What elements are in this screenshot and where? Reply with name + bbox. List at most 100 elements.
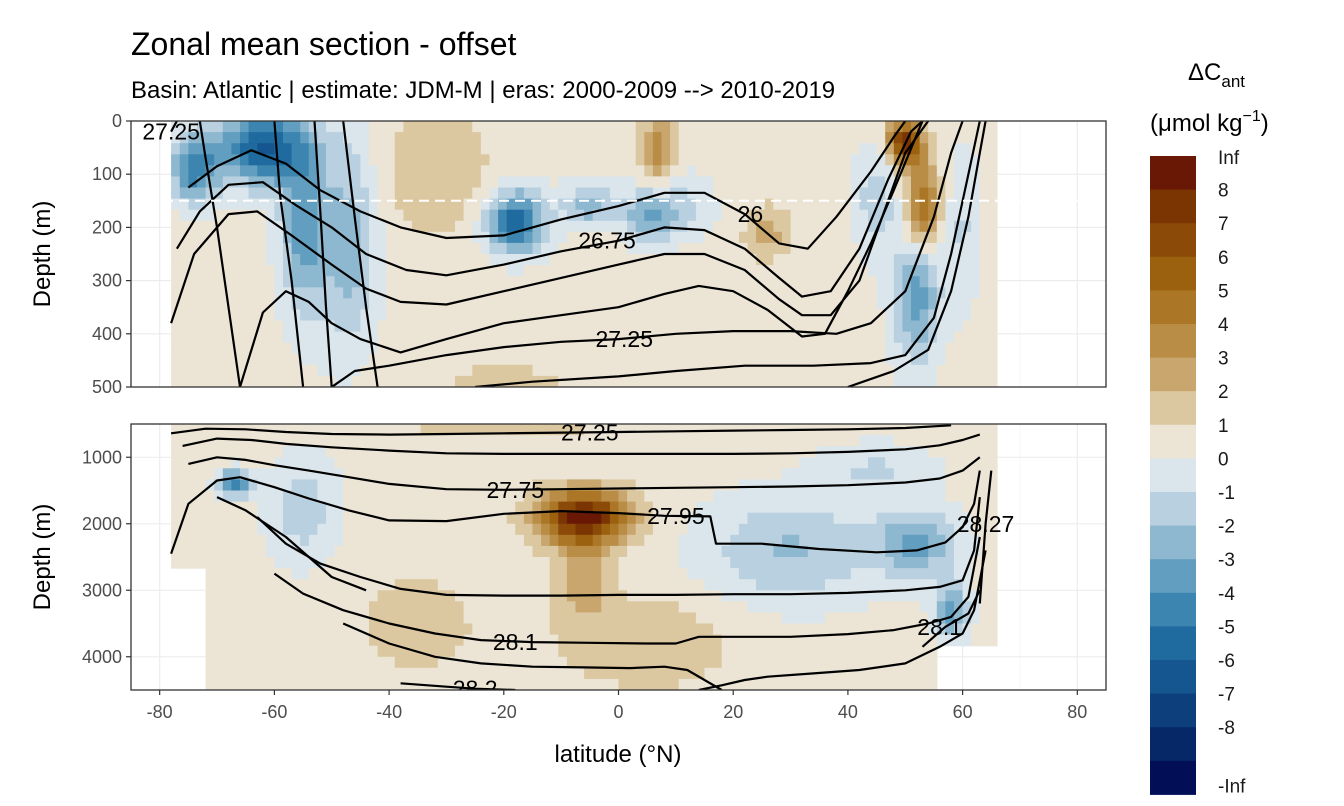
heatmap-cell: [420, 220, 430, 233]
heatmap-cell: [240, 479, 250, 492]
heatmap-cell: [945, 231, 955, 244]
heatmap-cell: [988, 435, 998, 447]
heatmap-cell: [988, 446, 998, 458]
heatmap-cell: [859, 198, 869, 211]
heatmap-cell: [300, 353, 310, 366]
heatmap-cell: [386, 276, 396, 288]
heatmap-cell: [601, 634, 611, 647]
heatmap-cell: [326, 645, 336, 658]
heatmap-cell: [790, 353, 800, 366]
heatmap-cell: [240, 545, 250, 558]
heatmap-cell: [842, 331, 852, 344]
heatmap-cell: [988, 545, 998, 558]
heatmap-cell: [730, 320, 740, 333]
heatmap-cell: [756, 187, 766, 200]
heatmap-cell: [670, 568, 680, 580]
heatmap-cell: [601, 364, 611, 377]
heatmap-cell: [876, 568, 886, 580]
heatmap-cell: [704, 446, 714, 458]
heatmap-cell: [549, 468, 559, 480]
heatmap-cell: [868, 176, 878, 189]
heatmap-cell: [687, 557, 697, 569]
heatmap-cell: [721, 309, 731, 322]
heatmap-cell: [360, 523, 370, 536]
heatmap-cell: [592, 601, 602, 613]
heatmap-cell: [205, 545, 215, 558]
heatmap-cell: [876, 534, 886, 547]
heatmap-cell: [850, 375, 860, 387]
heatmap-cell: [790, 176, 800, 189]
heatmap-cell: [317, 265, 327, 277]
heatmap-cell: [248, 678, 258, 690]
heatmap-cell: [498, 187, 508, 200]
heatmap-cell: [188, 468, 198, 480]
heatmap-cell: [274, 512, 284, 525]
heatmap-cell: [902, 242, 912, 255]
heatmap-cell: [472, 220, 482, 233]
heatmap-cell: [825, 457, 835, 469]
heatmap-cell: [575, 364, 585, 377]
heatmap-cell: [429, 534, 439, 547]
heatmap-cell: [480, 353, 491, 366]
heatmap-cell: [171, 265, 181, 277]
heatmap-cell: [962, 424, 972, 436]
heatmap-cell: [498, 446, 508, 458]
heatmap-cell: [558, 545, 568, 558]
heatmap-cell: [893, 490, 903, 503]
heatmap-cell: [833, 375, 843, 387]
legend-swatch: [1150, 727, 1196, 762]
heatmap-cell: [644, 623, 654, 636]
heatmap-cell: [351, 143, 361, 155]
heatmap-cell: [480, 523, 491, 536]
heatmap-cell: [515, 579, 525, 591]
heatmap-cell: [222, 457, 232, 469]
heatmap-cell: [704, 645, 714, 658]
heatmap-cell: [868, 265, 878, 277]
heatmap-cell: [782, 187, 792, 200]
heatmap-cell: [928, 634, 938, 647]
heatmap-cell: [652, 342, 663, 355]
heatmap-cell: [747, 242, 757, 255]
heatmap-cell: [222, 254, 232, 266]
heatmap-cell: [360, 479, 370, 492]
heatmap-cell: [945, 121, 955, 133]
heatmap-cell: [446, 446, 456, 458]
heatmap-cell: [308, 490, 318, 503]
heatmap-cell: [790, 198, 800, 211]
heatmap-cell: [713, 165, 723, 177]
heatmap-cell: [549, 512, 559, 525]
heatmap-cell: [532, 353, 542, 366]
heatmap-cell: [842, 231, 852, 244]
heatmap-cell: [954, 364, 964, 377]
heatmap-cell: [627, 375, 637, 387]
heatmap-cell: [928, 678, 938, 690]
heatmap-cell: [695, 132, 706, 144]
heatmap-cell: [179, 309, 189, 322]
heatmap-cell: [661, 331, 671, 344]
heatmap-cell: [291, 623, 301, 636]
heatmap-cell: [515, 198, 525, 211]
heatmap-cell: [532, 364, 542, 377]
heatmap-cell: [351, 446, 361, 458]
heatmap-cell: [420, 601, 430, 613]
heatmap-cell: [782, 276, 792, 288]
heatmap-cell: [601, 645, 611, 658]
heatmap-cell: [790, 254, 800, 266]
heatmap-cell: [171, 209, 181, 222]
heatmap-cell: [291, 121, 301, 133]
heatmap-cell: [790, 287, 800, 299]
heatmap-cell: [274, 667, 284, 680]
heatmap-cell: [790, 446, 800, 458]
heatmap-cell: [558, 265, 568, 277]
heatmap-cell: [291, 375, 301, 387]
heatmap-cell: [377, 220, 387, 233]
heatmap-cell: [704, 320, 714, 333]
heatmap-cell: [868, 656, 878, 669]
heatmap-cell: [695, 143, 706, 155]
heatmap-cell: [936, 220, 946, 233]
heatmap-cell: [480, 435, 491, 447]
heatmap-cell: [489, 276, 499, 288]
heatmap-cell: [902, 501, 912, 514]
heatmap-cell: [661, 512, 671, 525]
heatmap-cell: [704, 523, 714, 536]
